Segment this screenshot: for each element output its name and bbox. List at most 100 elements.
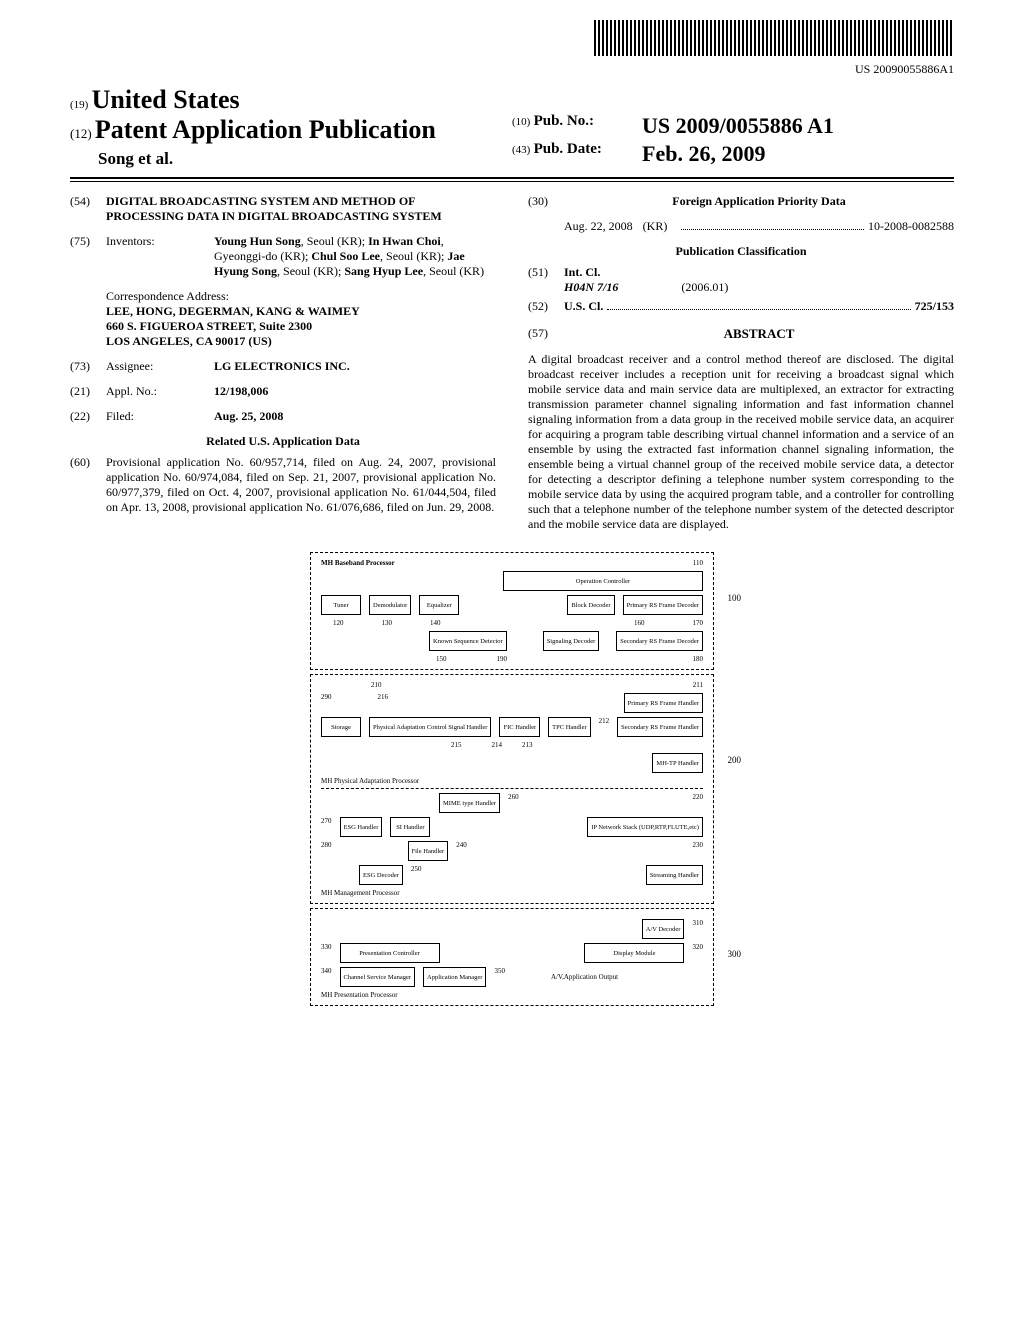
divider: [70, 177, 954, 179]
foreign-header: (30) Foreign Application Priority Data: [528, 194, 954, 215]
foreign-row: Aug. 22, 2008 (KR) 10-2008-0082588: [528, 219, 954, 234]
corr-line2: 660 S. FIGUEROA STREET, Suite 2300: [106, 319, 496, 334]
related-title: Related U.S. Application Data: [70, 434, 496, 449]
secondary-rs-decoder: Secondary RS Frame Decoder: [616, 631, 703, 651]
ref-213: 213: [522, 741, 533, 749]
s1-title: MH Baseband Processor: [321, 559, 395, 567]
pres-controller: Presentation Controller: [340, 943, 440, 963]
int-label: Int. Cl.: [564, 265, 728, 280]
dotted-line-2: [607, 300, 910, 310]
pub-date-num: (43): [512, 144, 530, 156]
pub-no: US 2009/0055886 A1: [642, 113, 834, 139]
pub-date-label: Pub. Date:: [534, 141, 602, 157]
app-mgr: Application Manager: [423, 967, 486, 987]
ref-230: 230: [692, 841, 703, 861]
correspondence-section: Correspondence Address: LEE, HONG, DEGER…: [70, 289, 496, 349]
filed-num: (22): [70, 409, 106, 424]
mhtp-handler: MH-TP Handler: [652, 753, 703, 773]
fic-handler: FIC Handler: [499, 717, 540, 737]
section-100: 100 MH Baseband Processor110 Operation C…: [310, 552, 714, 670]
s2-row6: ESG Decoder 250 Streaming Handler: [321, 865, 703, 885]
ref-120: 120: [333, 619, 344, 627]
inventor-1: Young Hun Song: [214, 234, 301, 248]
section-300: 300 A/V Decoder310 330 Presentation Cont…: [310, 908, 714, 1006]
display-module: Display Module: [584, 943, 684, 963]
applno-value: 12/198,006: [214, 384, 496, 399]
s2-row1: 290 216 Primary RS Frame Handler: [321, 693, 703, 713]
abstract-title: ABSTRACT: [564, 326, 954, 342]
int-code: H04N 7/16: [564, 280, 618, 294]
author-line: Song et al.: [70, 149, 512, 169]
tuner: Tuner: [321, 595, 361, 615]
demodulator: Demodulator: [369, 595, 411, 615]
left-column: (54) DIGITAL BROADCASTING SYSTEM AND MET…: [70, 194, 496, 532]
s1-row1: Tuner Demodulator Equalizer Block Decode…: [321, 595, 703, 615]
int-date: (2006.01): [681, 280, 728, 294]
foreign-date: Aug. 22, 2008: [564, 219, 633, 234]
corr-spacer: [70, 289, 106, 349]
pub-date-label-wrap: (43) Pub. Date:: [512, 141, 642, 167]
s2-row2: Storage Physical Adaptation Control Sign…: [321, 717, 703, 737]
country: United States: [92, 85, 240, 114]
country-num: (19): [70, 99, 88, 111]
ref-100: 100: [727, 593, 741, 603]
title-section: (54) DIGITAL BROADCASTING SYSTEM AND MET…: [70, 194, 496, 224]
storage: Storage: [321, 717, 361, 737]
inventors-body: Young Hun Song, Seoul (KR); In Hwan Choi…: [214, 234, 496, 279]
ref-211: 211: [693, 681, 703, 689]
ref-250: 250: [411, 865, 422, 885]
pres-proc: MH Presentation Processor: [321, 991, 703, 999]
ref-212: 212: [599, 717, 610, 737]
section-200: 200 210211 290 216 Primary RS Frame Hand…: [310, 674, 714, 904]
corr-body: Correspondence Address: LEE, HONG, DEGER…: [106, 289, 496, 349]
foreign-num: (30): [528, 194, 564, 215]
us-num: (52): [528, 299, 564, 314]
ref-260: 260: [508, 793, 519, 813]
foreign-title: Foreign Application Priority Data: [564, 194, 954, 209]
ch-mgr: Channel Service Manager: [340, 967, 416, 987]
prs-handler: Primary RS Frame Handler: [624, 693, 703, 713]
mgmt-proc: MH Management Processor: [321, 889, 703, 897]
barcode-area: US 20090055886A1: [70, 20, 954, 77]
corr-line3: LOS ANGELES, CA 90017 (US): [106, 334, 496, 349]
us-cl-row: (52) U.S. Cl. 725/153: [528, 299, 954, 314]
esg-handler: ESG Handler: [340, 817, 383, 837]
ref-150: 150: [436, 655, 447, 663]
s2-row4: 270 ESG Handler SI Handler IP Network St…: [321, 817, 703, 837]
equalizer: Equalizer: [419, 595, 459, 615]
inventor-3: Chul Soo Lee: [311, 249, 380, 263]
ref-280: 280: [321, 841, 332, 861]
phys-proc: MH Physical Adaptation Processor: [321, 777, 703, 785]
pub-no-row: (10) Pub. No.: US 2009/0055886 A1: [512, 113, 954, 139]
ref-320: 320: [692, 943, 703, 963]
inventors-section: (75) Inventors: Young Hun Song, Seoul (K…: [70, 234, 496, 279]
av-decoder: A/V Decoder: [642, 919, 685, 939]
us-code: 725/153: [915, 299, 954, 314]
s1-row2: Known Sequence Detector Signaling Decode…: [321, 631, 703, 651]
foreign-appno: 10-2008-0082588: [868, 219, 954, 234]
file-handler: File Handler: [408, 841, 449, 861]
abstract-header: (57) ABSTRACT: [528, 326, 954, 348]
ref-110: 110: [693, 559, 703, 567]
assignee-section: (73) Assignee: LG ELECTRONICS INC.: [70, 359, 496, 374]
inventors-num: (75): [70, 234, 106, 279]
dotted-line: [681, 220, 864, 230]
ref-216: 216: [378, 693, 389, 713]
ref-240: 240: [456, 841, 467, 861]
ref-210: 210: [371, 681, 382, 689]
applno-num: (21): [70, 384, 106, 399]
pub-no-label: Pub. No.:: [534, 113, 594, 129]
pub-type: Patent Application Publication: [95, 115, 436, 144]
filed-label: Filed:: [106, 409, 214, 424]
pub-no-label-wrap: (10) Pub. No.:: [512, 113, 642, 139]
abstract-num: (57): [528, 326, 564, 348]
streaming-handler: Streaming Handler: [646, 865, 703, 885]
related-section: (60) Provisional application No. 60/957,…: [70, 455, 496, 515]
filed-section: (22) Filed: Aug. 25, 2008: [70, 409, 496, 424]
ref-180: 180: [692, 655, 703, 663]
signaling-decoder: Signaling Decoder: [543, 631, 600, 651]
pub-date: Feb. 26, 2009: [642, 141, 765, 167]
related-num: (60): [70, 455, 106, 515]
country-line: (19) United States: [70, 85, 512, 115]
classification-title: Publication Classification: [528, 244, 954, 259]
